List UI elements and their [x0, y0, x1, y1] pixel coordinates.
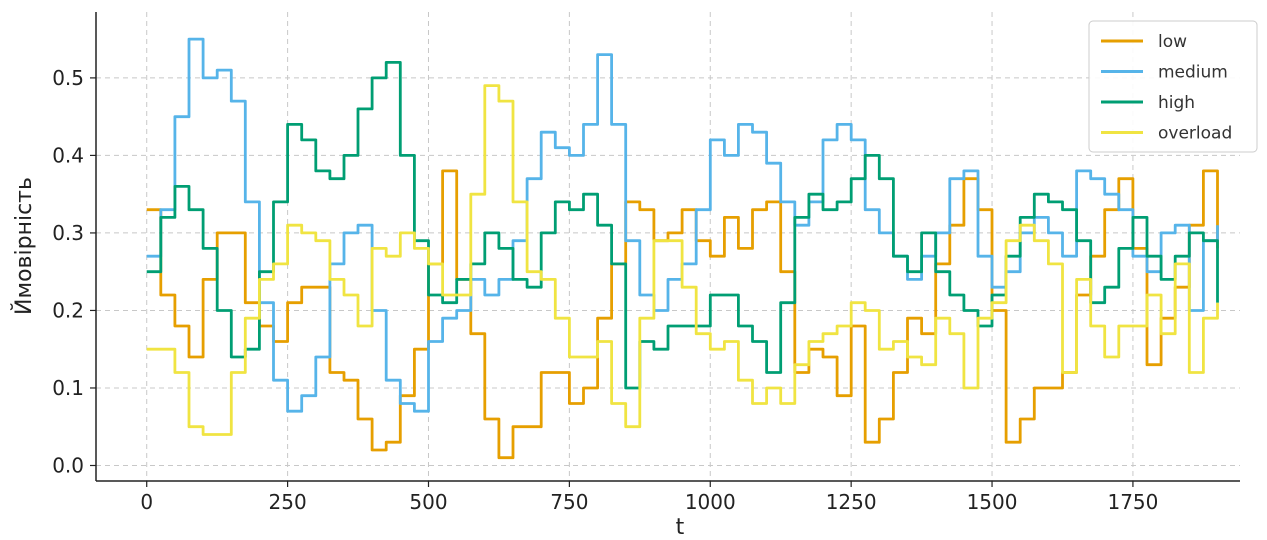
x-tick-label: 250 — [269, 490, 307, 514]
y-tick-label: 0.4 — [52, 143, 84, 167]
legend: low medium high overload — [1088, 20, 1258, 153]
x-axis-title: t — [676, 515, 685, 540]
axes — [95, 12, 1240, 482]
y-tick-label: 0.1 — [52, 376, 84, 400]
x-ticks: 0 250 500 750 1000 1250 1500 1750 — [140, 481, 1158, 514]
x-tick-label: 1750 — [1107, 490, 1158, 514]
y-tick-label: 0.3 — [52, 221, 84, 245]
legend-label-medium: medium — [1158, 63, 1228, 83]
y-axis-title: Ймовірність — [11, 177, 37, 315]
legend-label-low: low — [1158, 32, 1187, 52]
legend-label-overload: overload — [1158, 124, 1232, 144]
series-lines — [146, 37, 1219, 460]
legend-box — [1088, 20, 1258, 153]
series-line-overload — [146, 84, 1219, 436]
x-tick-label: 1000 — [685, 490, 736, 514]
legend-label-high: high — [1158, 93, 1195, 113]
y-ticks: 0.0 0.1 0.2 0.3 0.4 0.5 — [52, 66, 96, 477]
x-tick-label: 750 — [550, 490, 588, 514]
y-tick-label: 0.0 — [52, 453, 84, 477]
x-tick-label: 500 — [409, 490, 447, 514]
x-tick-label: 1250 — [826, 490, 877, 514]
x-tick-label: 0 — [140, 490, 153, 514]
series-line-high — [146, 61, 1219, 390]
y-tick-label: 0.2 — [52, 298, 84, 322]
series-line-low — [146, 169, 1219, 460]
x-tick-label: 1500 — [967, 490, 1018, 514]
y-tick-label: 0.5 — [52, 66, 84, 90]
grid — [96, 12, 1240, 481]
